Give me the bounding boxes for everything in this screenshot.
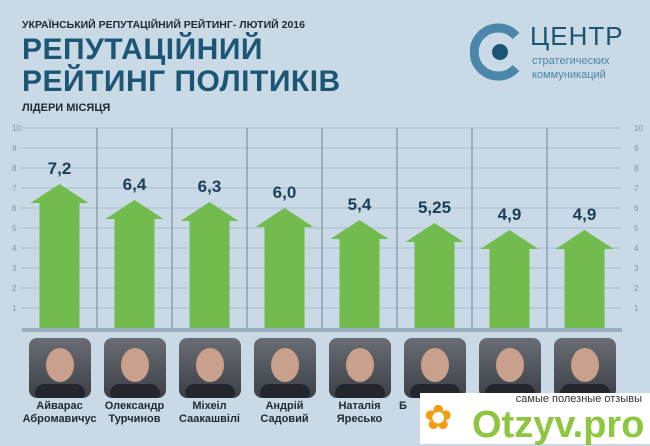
politician-photo — [104, 338, 166, 398]
title-line-2: РЕЙТИНГ ПОЛІТИКІВ — [22, 65, 341, 98]
bar-arrow — [255, 208, 314, 328]
politician-photo — [404, 338, 466, 398]
y-tick-label: 3 — [634, 264, 639, 273]
name-line: Андрій — [265, 400, 304, 412]
politician-photo — [29, 338, 91, 398]
name-line: Абромавичус — [22, 413, 97, 425]
name-line: Садовий — [260, 413, 309, 425]
y-tick-label: 8 — [634, 164, 639, 173]
politician-photo — [254, 338, 316, 398]
value-label: 6,4 — [123, 175, 147, 194]
y-tick-label: 9 — [634, 144, 639, 153]
name-line: Б — [399, 400, 407, 412]
y-tick-label: 6 — [12, 204, 17, 213]
politician-photo — [329, 338, 391, 398]
value-label: 6,0 — [273, 183, 297, 202]
rating-chart: 1 1 2 2 3 3 4 4 5 5 6 6 7 7 8 8 9 9 10 10 7,2 6,4 6,3 6,0 5,4 5,2… — [12, 124, 643, 332]
value-label: 4,9 — [498, 205, 522, 224]
bar-arrow — [180, 202, 239, 328]
politician-name: Наталія Яресько — [322, 400, 397, 426]
title-line-1: РЕПУТАЦІЙНИЙ — [22, 33, 263, 66]
watermark-brand: Otzyv.pro — [472, 404, 645, 446]
politician-name: Олександр Турчинов — [97, 400, 172, 426]
y-tick-label: 5 — [634, 224, 639, 233]
bar-arrow — [555, 230, 614, 328]
bar-arrow — [105, 200, 164, 328]
y-tick-label: 2 — [634, 284, 639, 293]
politician-name: Андрій Садовий — [247, 400, 322, 426]
page-title: РЕПУТАЦІЙНИЙ РЕЙТИНГ ПОЛІТИКІВ — [22, 34, 341, 98]
value-label: 7,2 — [48, 159, 72, 178]
name-line: Олександр — [104, 400, 165, 412]
name-line: Саакашвілі — [179, 413, 240, 425]
logo: ЦЕНТР стратегических коммуникаций — [469, 21, 630, 84]
y-tick-label: 8 — [12, 164, 17, 173]
politician-photo — [479, 338, 541, 398]
value-label: 5,4 — [348, 195, 372, 214]
y-tick-label: 7 — [12, 184, 17, 193]
name-line: Айварас — [36, 400, 83, 412]
name-line: Наталія — [338, 400, 381, 412]
y-tick-label: 2 — [12, 284, 17, 293]
politician-name: Міхеіл Саакашвілі — [172, 400, 247, 426]
y-tick-label: 10 — [634, 124, 643, 133]
bar-arrow — [480, 230, 539, 328]
subtitle: ЛІДЕРИ МІСЯЦЯ — [22, 102, 111, 114]
y-tick-label: 4 — [12, 244, 17, 253]
politician-photo — [554, 338, 616, 398]
logo-name: ЦЕНТР — [530, 21, 624, 51]
logo-line-3: коммуникаций — [532, 69, 606, 81]
logo-eye-icon — [469, 23, 520, 81]
politician-name: Айварас Абромавичус — [22, 400, 97, 426]
y-tick-label: 10 — [12, 124, 21, 133]
y-tick-label: 4 — [634, 244, 639, 253]
politician-photo — [179, 338, 241, 398]
y-tick-label: 3 — [12, 264, 17, 273]
value-label: 4,9 — [573, 205, 597, 224]
logo-line-2: стратегических — [532, 55, 610, 67]
y-tick-label: 7 — [634, 184, 639, 193]
bar-arrow — [330, 220, 389, 328]
watermark-tagline: самые полезные отзывы — [515, 393, 642, 405]
watermark-logo-icon: ✿ — [424, 399, 453, 437]
supertitle: УКРАЇНСЬКИЙ РЕПУТАЦІЙНИЙ РЕЙТИНГ- ЛЮТИЙ … — [22, 19, 305, 31]
name-line: Турчинов — [108, 413, 161, 425]
name-line: Міхеіл — [192, 400, 227, 412]
bar-arrow — [405, 223, 464, 328]
bar-arrow — [30, 184, 89, 328]
y-tick-label: 1 — [634, 304, 639, 313]
watermark: ✿ самые полезные отзывы Otzyv.pro — [420, 393, 650, 444]
politician-name: Б — [397, 400, 419, 413]
baseline — [22, 328, 622, 332]
y-tick-label: 9 — [12, 144, 17, 153]
value-label: 6,3 — [198, 177, 222, 196]
name-line: Яресько — [336, 413, 383, 425]
value-label: 5,25 — [418, 198, 451, 217]
y-tick-label: 6 — [634, 204, 639, 213]
y-tick-label: 1 — [12, 304, 17, 313]
y-tick-label: 5 — [12, 224, 17, 233]
